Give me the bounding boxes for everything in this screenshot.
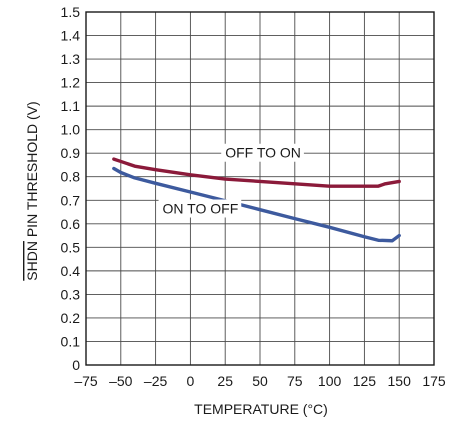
x-tick-label: –75 [74,373,98,389]
y-tick-label: 0.1 [61,333,81,349]
y-axis-title-rest: PIN THRESHOLD (V) [24,101,40,241]
x-tick-label: 100 [318,373,342,389]
annotation-bg-on-to-off [158,199,242,218]
y-tick-label: 1.5 [61,4,81,20]
y-tick-labels: 0 0.1 0.2 0.3 0.4 0.5 0.6 0.7 0.8 0.9 1.0 1.1 1.2 1.3… [61,4,81,373]
x-tick-label: 150 [388,373,412,389]
x-tick-label: 75 [287,373,303,389]
plot-border [85,11,435,366]
y-tick-label: 0.3 [61,286,81,302]
annotations: OFF TO ON ON TO OFF [158,143,304,218]
y-axis-title: SHDN PIN THRESHOLD (V) [24,101,40,280]
x-axis-title: TEMPERATURE (°C) [194,401,328,417]
y-tick-label: 1.0 [61,122,81,138]
plot-frame [85,11,435,366]
y-tick-label: 1.3 [61,51,81,67]
y-tick-label: 1.2 [61,75,81,91]
y-tick-label: 0.2 [61,310,81,326]
x-tick-label: 50 [252,373,268,389]
series-line-off-to-on [112,157,401,188]
x-tick-label: 125 [353,373,377,389]
y-tick-label: 0.8 [61,169,81,185]
x-tick-label: –25 [144,373,168,389]
y-tick-label: 1.4 [61,28,81,44]
x-tick-labels: –75 –50 –25 0 25 50 75 100 125 150 175 [74,373,446,389]
y-tick-label: 0 [72,357,80,373]
x-tick-label: 0 [187,373,195,389]
y-tick-label: 0.6 [61,216,81,232]
y-tick-label: 0.7 [61,192,81,208]
x-tick-label: 175 [422,373,446,389]
annotation-bg-off-to-on [221,143,304,162]
series-line-on-to-off [112,166,401,243]
y-axis-title-overline: SHDN [24,241,40,281]
y-tick-label: 0.5 [61,239,81,255]
x-tick-label: –50 [109,373,133,389]
x-tick-label: 25 [217,373,233,389]
annotation-on-to-off: ON TO OFF [163,201,239,217]
y-tick-label: 0.9 [61,145,81,161]
series-layer [112,157,401,243]
y-tick-label: 1.1 [61,98,81,114]
annotation-off-to-on: OFF TO ON [225,145,301,161]
y-tick-label: 0.4 [61,263,81,279]
